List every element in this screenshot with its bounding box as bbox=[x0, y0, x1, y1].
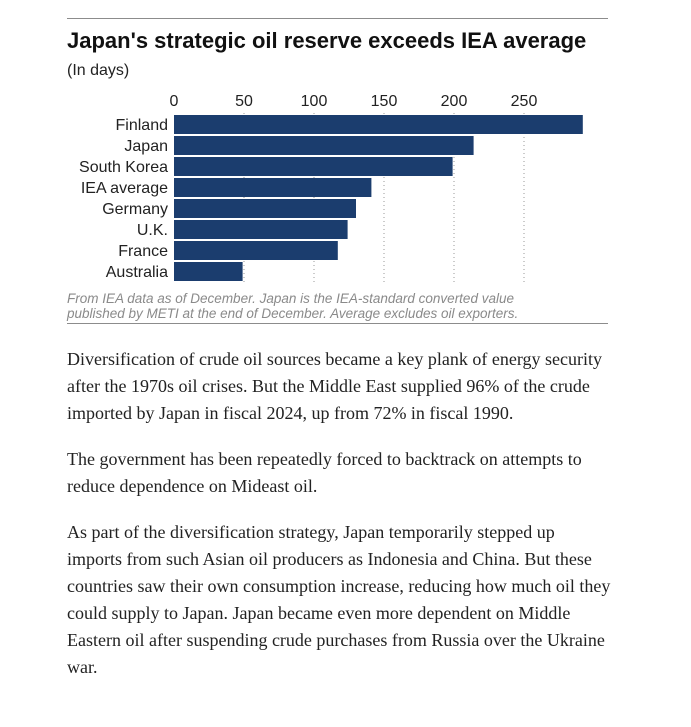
article-paragraph-2: The government has been repeatedly force… bbox=[67, 449, 582, 496]
x-tick-label: 50 bbox=[235, 93, 253, 110]
top-divider bbox=[67, 18, 608, 19]
bar-finland bbox=[174, 115, 583, 134]
x-tick-label: 150 bbox=[371, 93, 398, 110]
bar-germany bbox=[174, 199, 356, 218]
bottom-divider bbox=[67, 323, 608, 324]
category-label: South Korea bbox=[79, 159, 168, 176]
bar-france bbox=[174, 241, 338, 260]
x-tick-label: 250 bbox=[511, 93, 538, 110]
bar-south-korea bbox=[174, 157, 453, 176]
article-paragraph-3: As part of the diversification strategy,… bbox=[67, 522, 611, 677]
article-paragraph-1: Diversification of crude oil sources bec… bbox=[67, 349, 602, 423]
source-note-line-1: From IEA data as of December. Japan is t… bbox=[67, 291, 514, 306]
category-label: Australia bbox=[106, 264, 168, 281]
x-tick-label: 0 bbox=[170, 93, 179, 110]
bar-u-k- bbox=[174, 220, 348, 239]
category-label: Germany bbox=[102, 201, 168, 218]
chart-title: Japan's strategic oil reserve exceeds IE… bbox=[67, 28, 587, 53]
category-label: U.K. bbox=[137, 222, 168, 239]
category-label: Japan bbox=[124, 138, 168, 155]
x-tick-label: 200 bbox=[441, 93, 468, 110]
chart-subtitle: (In days) bbox=[67, 62, 130, 79]
bar-chart: 0 50 100 150 200 250 Finland Japan South Korea IE… bbox=[79, 93, 583, 283]
source-note: From IEA data as of December. Japan is t… bbox=[67, 291, 608, 321]
x-tick-label: 100 bbox=[301, 93, 328, 110]
article-body: Diversification of crude oil sources bec… bbox=[67, 346, 612, 700]
category-label: IEA average bbox=[81, 180, 168, 197]
bar-japan bbox=[174, 136, 474, 155]
bar-australia bbox=[174, 262, 243, 281]
category-label: France bbox=[118, 243, 168, 260]
category-label: Finland bbox=[116, 117, 168, 134]
bar-iea-average bbox=[174, 178, 372, 197]
source-note-line-2: published by METI at the end of December… bbox=[67, 306, 519, 321]
